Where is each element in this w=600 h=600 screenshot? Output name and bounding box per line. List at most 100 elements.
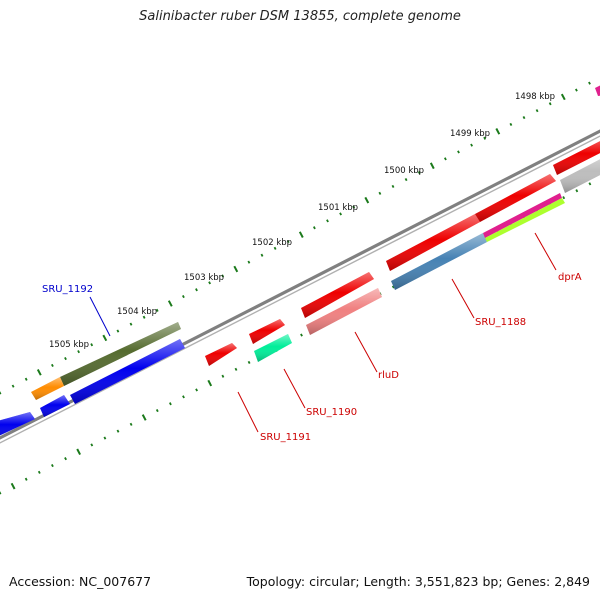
accession-text: Accession: NC_007677 <box>9 574 152 589</box>
minor-tick <box>24 377 28 381</box>
gene-arrow-rlud-fwd-shade <box>301 272 374 318</box>
gene-arrow-sru1191-shade <box>205 343 237 366</box>
gene-arrow-fwd-5-shade <box>475 174 556 222</box>
gene-arrow-magenta[interactable] <box>483 193 562 238</box>
minor-tick <box>221 274 225 278</box>
minor-tick <box>182 395 185 399</box>
scale-label-1505: 1505 kbp <box>49 340 89 350</box>
minor-tick <box>51 363 54 368</box>
scale-label-1504: 1504 kbp <box>117 307 157 317</box>
minor-tick <box>195 388 198 392</box>
gene-arrow-sru1190-fwd-shade <box>249 319 285 344</box>
minor-tick <box>155 408 159 413</box>
major-tick <box>560 93 566 101</box>
major-tick <box>298 231 304 238</box>
gene-arrow-fwd-6-shade <box>553 141 600 175</box>
minor-tick <box>234 367 238 371</box>
outer-scale-ruler <box>0 81 591 395</box>
minor-tick <box>0 491 2 495</box>
scale-label-1498: 1498 kbp <box>515 92 555 102</box>
minor-tick <box>90 443 94 447</box>
gene-labels: SRU_1192 SRU_1191 SRU_1190 rluD SRU_1188… <box>42 272 582 443</box>
forward-strand-genes <box>31 84 600 400</box>
minor-tick <box>155 308 159 312</box>
leader-dpra <box>534 232 557 271</box>
gene-arrow-sru1188-fwd-shade <box>386 214 480 271</box>
minor-tick <box>522 115 526 120</box>
minor-tick <box>247 360 251 365</box>
major-tick <box>233 265 239 273</box>
leader-sru1188 <box>451 278 475 319</box>
minor-tick <box>391 285 395 289</box>
minor-tick <box>575 88 578 92</box>
scale-labels: 1498 kbp 1499 kbp 1500 kbp 1501 kbp 1502… <box>49 92 555 350</box>
gene-arrow-dpra[interactable] <box>485 198 565 242</box>
minor-tick <box>588 182 592 186</box>
minor-tick <box>11 384 15 388</box>
minor-tick <box>169 402 172 406</box>
minor-tick <box>562 196 566 200</box>
minor-tick <box>182 294 185 299</box>
leader-sru1190 <box>283 368 306 409</box>
gene-arrow-blue-1-shade <box>0 412 35 436</box>
minor-tick <box>339 212 342 216</box>
major-tick <box>167 300 173 307</box>
minor-tick <box>0 391 2 395</box>
minor-tick <box>260 253 264 257</box>
gene-arrow-orange-shade <box>31 377 64 400</box>
gene-label-rlud[interactable]: rluD <box>378 370 399 381</box>
minor-tick <box>273 246 277 250</box>
major-tick <box>364 196 370 204</box>
minor-tick <box>129 322 133 326</box>
map-title: Salinibacter ruber DSM 13855, complete g… <box>139 9 461 24</box>
minor-tick <box>64 356 67 361</box>
scale-label-1499: 1499 kbp <box>450 129 490 139</box>
minor-tick <box>64 457 67 461</box>
minor-tick <box>221 374 225 378</box>
minor-tick <box>326 219 329 223</box>
minor-tick <box>535 109 539 113</box>
minor-tick <box>588 81 591 85</box>
scale-label-1501: 1501 kbp <box>318 203 358 213</box>
gene-label-sru1188[interactable]: SRU_1188 <box>475 317 526 328</box>
scale-label-1503: 1503 kbp <box>184 273 224 283</box>
leader-rlud <box>354 331 378 373</box>
leader-sru1192 <box>89 296 111 337</box>
minor-tick <box>313 226 316 230</box>
gene-arrow-sru1192-shade <box>60 322 181 386</box>
major-tick <box>495 128 501 135</box>
gene-label-sru1190[interactable]: SRU_1190 <box>306 407 357 418</box>
minor-tick <box>208 281 211 285</box>
minor-tick <box>483 136 487 140</box>
minor-tick <box>116 429 120 433</box>
minor-tick <box>404 177 408 182</box>
gene-label-leaders <box>89 232 557 433</box>
major-tick <box>141 414 147 421</box>
minor-tick <box>548 102 552 106</box>
minor-tick <box>470 143 473 147</box>
minor-tick <box>90 343 94 347</box>
gene-label-sru1192[interactable]: SRU_1192 <box>42 284 93 295</box>
minor-tick <box>116 329 120 333</box>
minor-tick <box>129 422 133 426</box>
minor-tick <box>37 470 41 474</box>
genome-summary-text: Topology: circular; Length: 3,551,823 bp… <box>246 574 590 589</box>
minor-tick <box>575 189 579 193</box>
minor-tick <box>103 436 107 440</box>
minor-tick <box>509 122 513 127</box>
major-tick <box>429 162 435 170</box>
gene-arrow-sru1188-shade <box>391 233 487 290</box>
gene-label-dpra[interactable]: dprA <box>558 272 582 283</box>
gene-arrow-magenta-top[interactable] <box>595 84 600 96</box>
major-tick <box>76 448 81 456</box>
minor-tick <box>417 171 421 175</box>
leader-sru1191 <box>237 391 259 433</box>
gene-arrow-gray-shade <box>560 159 600 193</box>
gene-label-sru1191[interactable]: SRU_1191 <box>260 432 311 443</box>
minor-tick <box>142 315 146 319</box>
major-tick <box>102 334 108 342</box>
minor-tick <box>457 150 460 154</box>
scale-label-1502: 1502 kbp <box>252 238 292 248</box>
minor-tick <box>391 184 395 189</box>
